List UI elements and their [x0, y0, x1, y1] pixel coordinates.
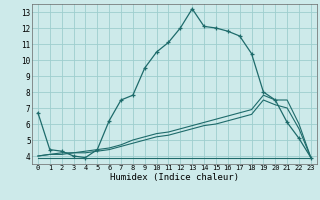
X-axis label: Humidex (Indice chaleur): Humidex (Indice chaleur): [110, 173, 239, 182]
